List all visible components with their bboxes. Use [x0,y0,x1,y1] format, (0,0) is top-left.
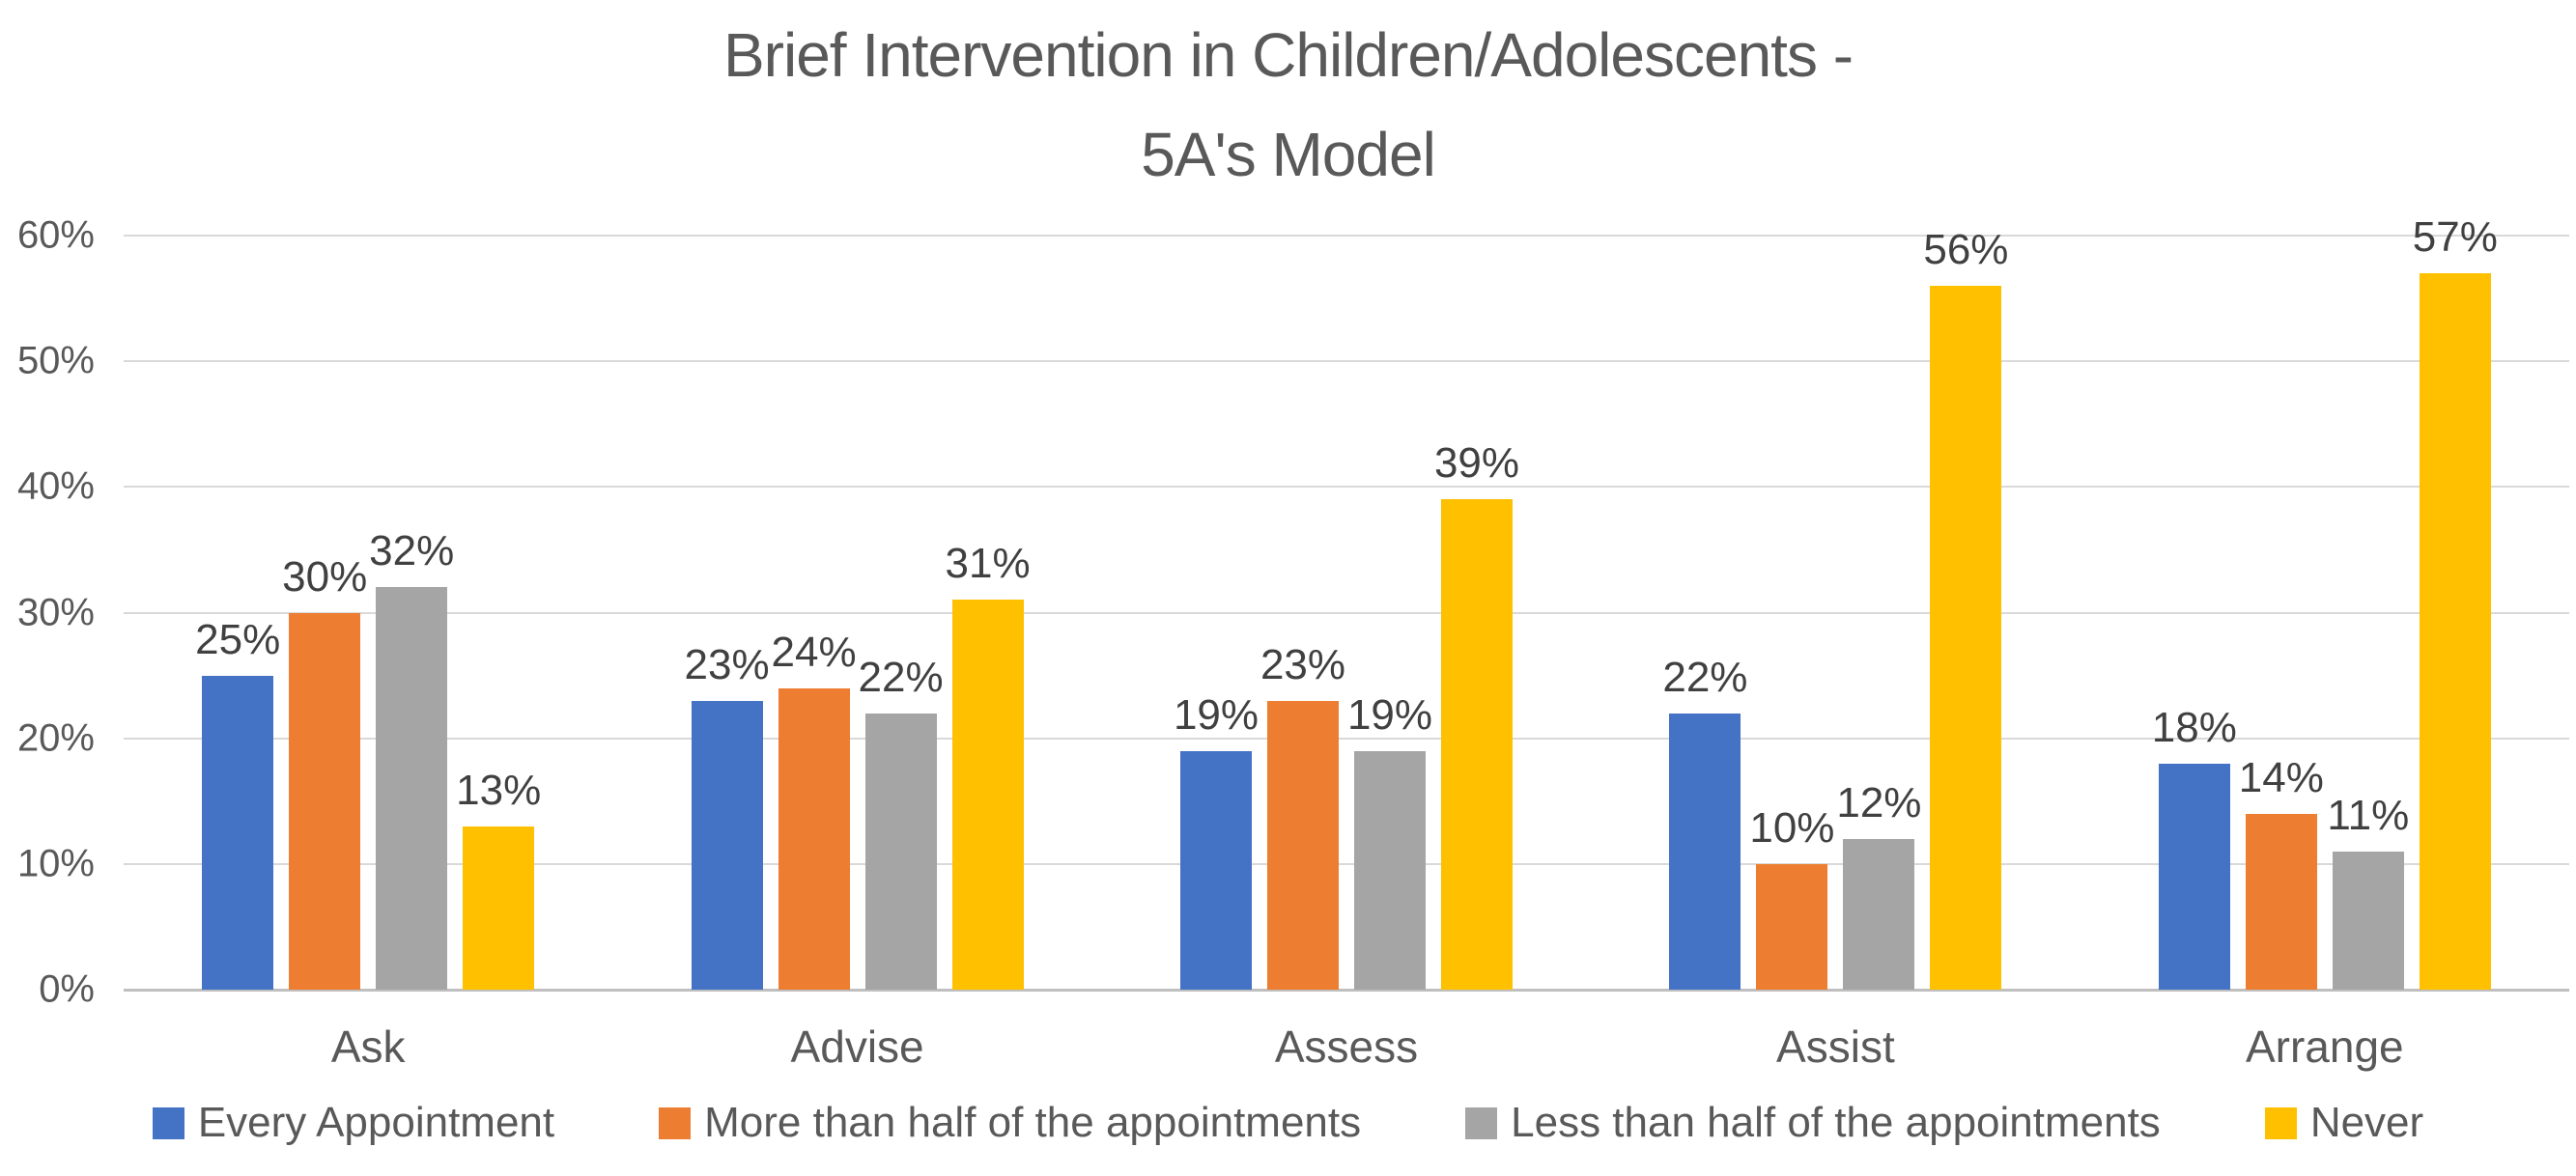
chart-title-line-1: Brief Intervention in Children/Adolescen… [722,20,1854,90]
x-axis-category-label-arrange: Arrange [2245,1022,2404,1072]
data-label-assist-series-2: 10% [1749,803,1835,852]
bar-assess-series-3 [1354,750,1426,990]
data-label-advise-series-3: 22% [858,653,944,701]
data-label-assist-series-3: 12% [1836,778,1922,826]
bar-ask-series-2 [289,612,361,990]
data-label-arrange-series-2: 14% [2238,753,2324,801]
data-label-assist-series-1: 22% [1662,653,1748,701]
data-label-assess-series-1: 19% [1173,690,1260,739]
x-axis-category-label-assess: Assess [1274,1022,1419,1072]
gridline-20 [124,737,2569,740]
y-axis-tick-label-0%: 0% [39,967,95,1011]
gridline-10 [124,862,2569,865]
bar-assess-series-4 [1441,499,1513,990]
legend-swatch-icon [1465,1106,1498,1139]
gridline-60 [124,235,2569,237]
bar-advise-series-2 [778,687,850,990]
legend-item-4: Never [2264,1099,2424,1147]
bar-arrange-series-2 [2245,813,2317,990]
x-axis-category-label-assist: Assist [1776,1022,1895,1072]
data-label-ask-series-1: 25% [195,615,281,663]
bar-assist-series-2 [1756,863,1828,990]
legend-item-1: Every Appointment [152,1099,555,1147]
bar-ask-series-4 [463,826,535,990]
y-axis-tick-label-30%: 30% [16,591,95,633]
data-label-assess-series-4: 39% [1433,439,1520,488]
y-axis-tick-label-20%: 20% [16,716,95,760]
gridline-30 [124,611,2569,614]
data-label-advise-series-4: 31% [945,540,1031,588]
data-label-arrange-series-4: 57% [2412,213,2498,262]
bar-ask-series-3 [376,587,448,990]
gridline-40 [124,486,2569,489]
legend-swatch-icon [152,1106,184,1139]
data-label-arrange-series-3: 11% [2327,791,2410,839]
bar-advise-series-1 [691,700,763,990]
data-label-arrange-series-1: 18% [2151,703,2237,751]
data-label-assist-series-4: 56% [1923,226,2009,274]
bar-ask-series-1 [202,675,274,990]
bar-assess-series-1 [1180,750,1252,990]
data-label-ask-series-3: 32% [369,527,455,575]
legend-label: Never [2309,1099,2424,1146]
legend-item-3: Less than half of the appointments [1465,1099,2161,1147]
bar-assist-series-1 [1669,713,1741,990]
y-axis-tick-label-60%: 60% [16,213,95,257]
legend-label: More than half of the appointments [704,1099,1362,1146]
legend: Every Appointment More than half of the a… [0,1099,2576,1147]
data-label-advise-series-1: 23% [684,640,770,688]
gridline-50 [124,360,2569,363]
bar-assist-series-4 [1930,286,2002,990]
plot-area: 0% 10% 20% 30% 40% 50% 60% 25% 30% 32% 13% Ask 23% 24… [17,213,2569,1072]
data-label-ask-series-2: 30% [282,552,368,601]
y-axis-tick-label-10%: 10% [16,842,95,885]
legend-item-2: More than half of the appointments [659,1099,1361,1147]
data-label-advise-series-2: 24% [771,628,857,676]
y-axis-tick-label-40%: 40% [16,464,95,508]
bar-arrange-series-1 [2158,763,2230,990]
chart-title-line-2: 5A's Model [1141,120,1436,189]
data-label-assess-series-2: 23% [1260,640,1346,688]
data-label-assess-series-3: 19% [1346,690,1433,739]
bar-arrange-series-3 [2332,851,2404,990]
bar-assess-series-2 [1267,700,1339,990]
legend-swatch-icon [659,1106,692,1139]
chart-title: Brief Intervention in Children/Adolescen… [0,6,2576,205]
x-axis-category-label-ask: Ask [330,1022,406,1072]
legend-label: Less than half of the appointments [1511,1099,2161,1146]
y-axis-tick-label-50%: 50% [16,339,95,382]
legend-swatch-icon [2264,1106,2297,1139]
bar-assist-series-3 [1843,838,1915,990]
x-axis-line [124,989,2569,992]
bar-advise-series-3 [864,713,937,990]
bar-arrange-series-4 [2419,273,2491,990]
legend-label: Every Appointment [197,1099,555,1146]
bar-advise-series-4 [951,600,1024,990]
data-label-ask-series-4: 13% [456,766,542,814]
x-axis-category-label-advise: Advise [790,1022,924,1072]
